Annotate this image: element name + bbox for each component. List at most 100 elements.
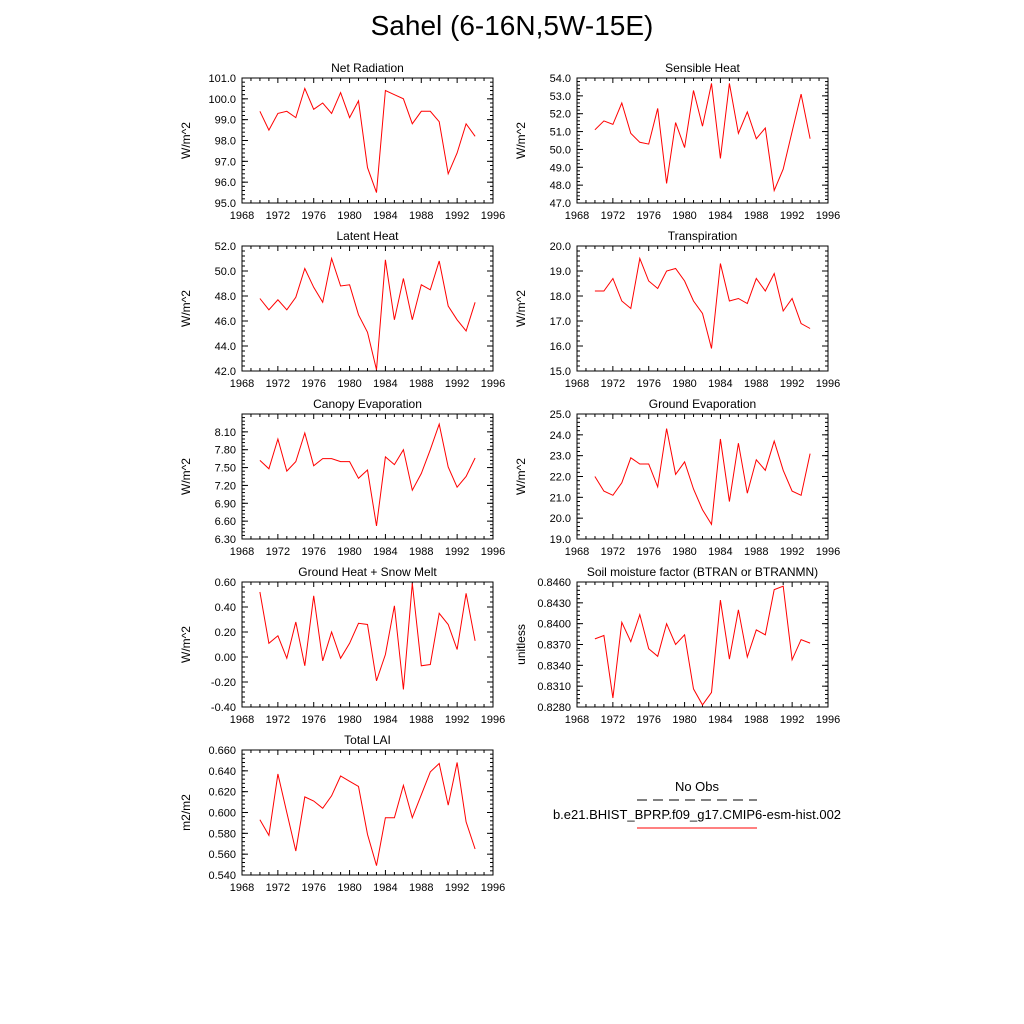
plot-frame bbox=[241, 413, 494, 540]
y-tick-label: 50.0 bbox=[215, 266, 236, 278]
panel-title: Sensible Heat bbox=[665, 61, 740, 75]
panel-title: Canopy Evaporation bbox=[313, 397, 422, 411]
series-line bbox=[259, 762, 476, 866]
panel-7: Ground Heat + Snow Melt W/m^2 1968 1972 1976… bbox=[179, 565, 505, 726]
x-tick-label: 1976 bbox=[636, 714, 660, 726]
panel-6: Ground Evaporation W/m^2 1968 1972 1976 1980 1… bbox=[514, 397, 840, 558]
y-axis-label: W/m^2 bbox=[514, 290, 528, 327]
y-tick-label: 49.0 bbox=[550, 162, 571, 174]
figure-title: Sahel (6-16N,5W-15E) bbox=[370, 10, 654, 41]
y-tick-label: 97.0 bbox=[215, 156, 236, 168]
y-tick-label: 44.0 bbox=[215, 341, 236, 353]
x-tick-label: 1972 bbox=[266, 210, 290, 222]
x-tick-label: 1980 bbox=[337, 378, 361, 390]
y-tick-label: 0.8430 bbox=[537, 598, 571, 610]
x-tick-label: 1984 bbox=[373, 210, 397, 222]
x-tick-label: 1992 bbox=[445, 378, 469, 390]
x-tick-label: 1988 bbox=[744, 378, 768, 390]
panel-title: Net Radiation bbox=[331, 61, 404, 75]
y-tick-label: 0.8460 bbox=[537, 577, 571, 589]
x-tick-label: 1984 bbox=[373, 882, 397, 894]
y-tick-label: 0.8370 bbox=[537, 640, 571, 652]
plot-frame bbox=[576, 245, 829, 372]
x-tick-label: 1968 bbox=[565, 378, 589, 390]
series-line bbox=[259, 422, 476, 526]
y-tick-label: 100.0 bbox=[208, 94, 236, 106]
x-tick-label: 1972 bbox=[266, 882, 290, 894]
y-tick-label: 95.0 bbox=[215, 198, 236, 210]
y-tick-label: 0.60 bbox=[215, 577, 236, 589]
x-tick-label: 1992 bbox=[780, 378, 804, 390]
x-tick-label: 1972 bbox=[601, 714, 625, 726]
x-tick-label: 1976 bbox=[301, 546, 325, 558]
y-tick-label: 17.0 bbox=[550, 316, 571, 328]
x-tick-label: 1988 bbox=[409, 882, 433, 894]
y-axis-label: unitless bbox=[514, 624, 528, 665]
y-axis-label: W/m^2 bbox=[514, 122, 528, 159]
y-tick-label: 0.20 bbox=[215, 627, 236, 639]
y-tick-label: 0.600 bbox=[208, 808, 236, 820]
x-tick-label: 1992 bbox=[780, 714, 804, 726]
y-axis-label: W/m^2 bbox=[179, 458, 193, 495]
x-tick-label: 1992 bbox=[445, 210, 469, 222]
panel-3: Latent Heat W/m^2 1968 1972 1976 1980 1984 1988… bbox=[179, 229, 505, 390]
plot-frame bbox=[241, 77, 494, 204]
x-tick-label: 1972 bbox=[266, 378, 290, 390]
x-tick-label: 1968 bbox=[565, 714, 589, 726]
x-tick-label: 1980 bbox=[672, 378, 696, 390]
x-tick-label: 1976 bbox=[636, 210, 660, 222]
y-tick-label: 52.0 bbox=[550, 109, 571, 121]
y-axis-label: W/m^2 bbox=[514, 458, 528, 495]
y-tick-label: 51.0 bbox=[550, 127, 571, 139]
x-tick-label: 1976 bbox=[636, 378, 660, 390]
panel-title: Ground Evaporation bbox=[649, 397, 756, 411]
x-tick-label: 1996 bbox=[481, 210, 505, 222]
series-line bbox=[259, 86, 476, 193]
y-tick-label: 21.0 bbox=[550, 492, 571, 504]
x-tick-label: 1992 bbox=[445, 714, 469, 726]
x-tick-label: 1996 bbox=[481, 714, 505, 726]
y-tick-label: 20.0 bbox=[550, 513, 571, 525]
y-tick-label: 18.0 bbox=[550, 291, 571, 303]
x-tick-label: 1984 bbox=[708, 210, 732, 222]
y-tick-label: 7.20 bbox=[215, 480, 236, 492]
x-tick-label: 1984 bbox=[373, 378, 397, 390]
plot-frame bbox=[576, 413, 829, 540]
x-tick-label: 1972 bbox=[601, 378, 625, 390]
y-tick-label: 7.50 bbox=[215, 463, 236, 475]
x-tick-label: 1988 bbox=[744, 546, 768, 558]
x-tick-label: 1968 bbox=[565, 546, 589, 558]
y-tick-label: 24.0 bbox=[550, 430, 571, 442]
panel-8: Soil moisture factor (BTRAN or BTRANMN) u… bbox=[514, 565, 840, 726]
x-tick-label: 1980 bbox=[337, 546, 361, 558]
series-line bbox=[259, 256, 476, 370]
y-tick-label: 15.0 bbox=[550, 366, 571, 378]
x-tick-label: 1972 bbox=[266, 714, 290, 726]
panel-2: Sensible Heat W/m^2 1968 1972 1976 1980 1984 19… bbox=[514, 61, 840, 222]
x-tick-label: 1988 bbox=[744, 210, 768, 222]
x-tick-label: 1976 bbox=[301, 714, 325, 726]
x-tick-label: 1996 bbox=[816, 378, 840, 390]
y-tick-label: 42.0 bbox=[215, 366, 236, 378]
series-line bbox=[259, 583, 476, 690]
x-tick-label: 1988 bbox=[744, 714, 768, 726]
x-tick-label: 1968 bbox=[230, 546, 254, 558]
panel-5: Canopy Evaporation W/m^2 1968 1972 1976 1980 1… bbox=[179, 397, 505, 558]
x-tick-label: 1968 bbox=[230, 714, 254, 726]
y-tick-label: 0.00 bbox=[215, 652, 236, 664]
y-tick-label: 19.0 bbox=[550, 534, 571, 546]
x-tick-label: 1996 bbox=[481, 378, 505, 390]
x-tick-label: 1980 bbox=[337, 210, 361, 222]
x-tick-label: 1984 bbox=[708, 714, 732, 726]
x-tick-label: 1980 bbox=[672, 714, 696, 726]
y-tick-label: 54.0 bbox=[550, 73, 571, 85]
legend-obs-line bbox=[637, 799, 757, 801]
x-tick-label: 1992 bbox=[445, 546, 469, 558]
y-tick-label: 22.0 bbox=[550, 472, 571, 484]
y-tick-label: 0.40 bbox=[215, 602, 236, 614]
x-tick-label: 1984 bbox=[708, 546, 732, 558]
y-tick-label: 0.640 bbox=[208, 766, 236, 778]
legend-model-line bbox=[637, 827, 757, 829]
y-axis-label: W/m^2 bbox=[179, 626, 193, 663]
